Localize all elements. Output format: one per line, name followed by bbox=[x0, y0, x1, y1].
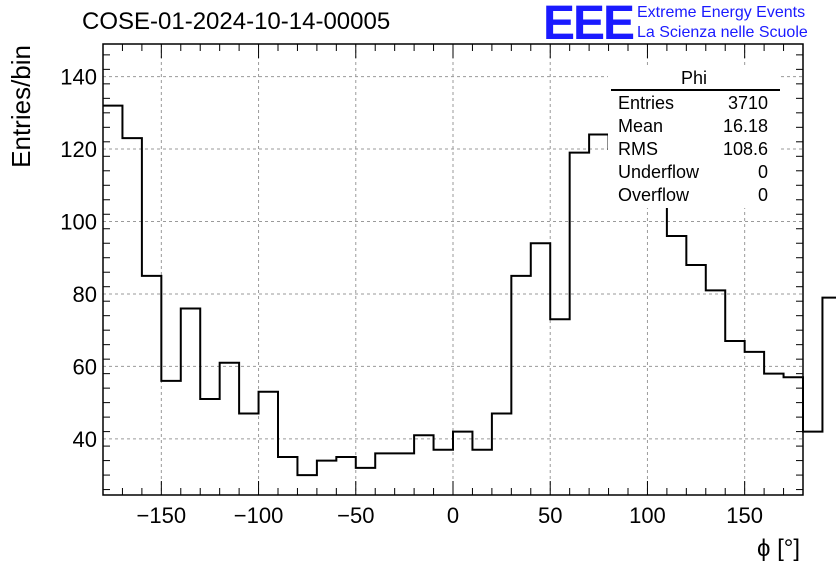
chart-title: COSE-01-2024-10-14-00005 bbox=[82, 8, 391, 35]
x-tick-label: −150 bbox=[137, 503, 187, 528]
stat-label-rms: RMS bbox=[618, 139, 658, 159]
y-tick-label: 40 bbox=[73, 427, 97, 452]
tick-labels: −150 −100 −50 0 50 100 150 40 60 80 100 120 140 bbox=[60, 65, 763, 528]
y-tick-label: 120 bbox=[60, 137, 97, 162]
stats-title: Phi bbox=[680, 68, 707, 88]
logo-line-1: Extreme Energy Events bbox=[637, 4, 806, 21]
stat-label-underflow: Underflow bbox=[618, 162, 700, 182]
histogram-outline bbox=[103, 104, 836, 477]
x-tick-label: 150 bbox=[726, 503, 763, 528]
stat-value-rms: 108.6 bbox=[722, 139, 768, 159]
stat-value-mean: 16.18 bbox=[722, 116, 768, 136]
y-tick-label: 140 bbox=[60, 65, 97, 90]
eee-logo: EEE bbox=[543, 0, 635, 50]
stat-label-mean: Mean bbox=[618, 116, 664, 136]
histogram-series bbox=[103, 104, 836, 477]
stat-label-overflow: Overflow bbox=[618, 185, 690, 205]
x-tick-label: −50 bbox=[337, 503, 374, 528]
stats-divider bbox=[611, 89, 780, 91]
axes bbox=[102, 43, 804, 496]
stat-label-entries: Entries bbox=[618, 93, 675, 113]
y-tick-label: 60 bbox=[73, 354, 97, 379]
logo-line-2: La Scienza nelle Scuole bbox=[637, 24, 808, 41]
x-axis-label: ϕ [°] bbox=[757, 535, 800, 562]
stat-value-overflow: 0 bbox=[757, 185, 768, 205]
y-tick-label: 80 bbox=[73, 282, 97, 307]
x-tick-label: 0 bbox=[447, 503, 459, 528]
stats-box: Phi Entries 3710 Mean 16.18 RMS 108.6 Un… bbox=[608, 68, 780, 208]
x-tick-label: −100 bbox=[234, 503, 284, 528]
stat-value-underflow: 0 bbox=[757, 162, 768, 182]
stat-value-entries: 3710 bbox=[727, 93, 768, 113]
y-axis-label: Entries/bin bbox=[6, 45, 36, 168]
x-tick-label: 50 bbox=[538, 503, 562, 528]
y-tick-label: 100 bbox=[60, 210, 97, 235]
x-tick-label: 100 bbox=[629, 503, 666, 528]
